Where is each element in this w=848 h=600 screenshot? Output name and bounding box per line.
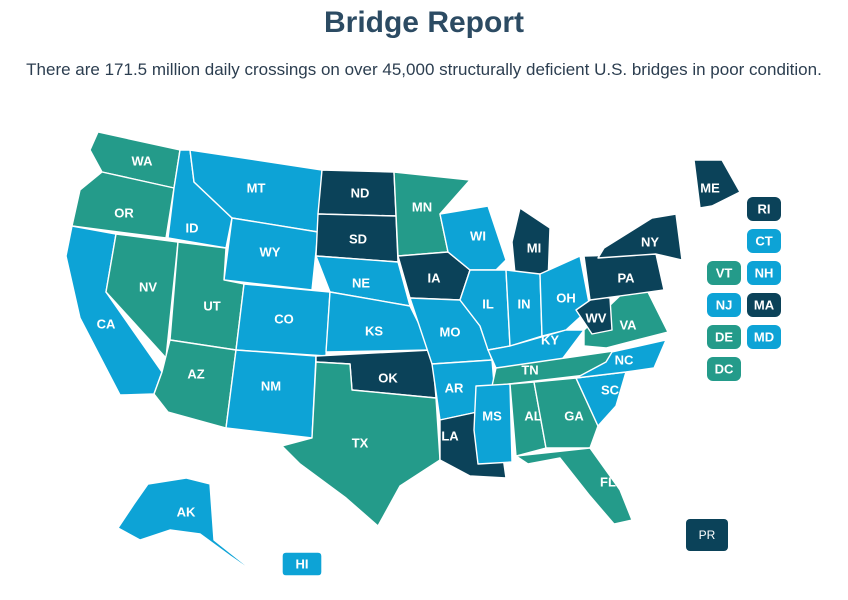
state-ny[interactable] bbox=[597, 213, 683, 261]
badge-box-pr bbox=[686, 519, 728, 551]
state-oh[interactable] bbox=[539, 255, 591, 337]
badge-box-ri bbox=[747, 197, 781, 221]
page-title: Bridge Report bbox=[323, 6, 524, 39]
state-ga[interactable] bbox=[533, 377, 599, 449]
badge-nh[interactable]: NH bbox=[747, 261, 781, 285]
state-ak[interactable] bbox=[117, 477, 263, 579]
badge-vt[interactable]: VT bbox=[707, 261, 741, 285]
badge-nj[interactable]: NJ bbox=[707, 293, 741, 317]
badge-box-nh bbox=[747, 261, 781, 285]
states-layer bbox=[65, 131, 741, 579]
badge-box-de bbox=[707, 325, 741, 349]
badge-box-nj bbox=[707, 293, 741, 317]
badge-de[interactable]: DE bbox=[707, 325, 741, 349]
badge-pr[interactable]: PR bbox=[686, 519, 728, 551]
page-subtitle: There are 171.5 million daily crossings … bbox=[26, 60, 822, 79]
badge-box-dc bbox=[707, 357, 741, 381]
state-or[interactable] bbox=[71, 171, 175, 239]
badge-md[interactable]: MD bbox=[747, 325, 781, 349]
state-fl[interactable] bbox=[515, 447, 633, 525]
badge-ri[interactable]: RI bbox=[747, 197, 781, 221]
state-pa[interactable] bbox=[583, 253, 665, 301]
state-nd[interactable] bbox=[317, 169, 397, 217]
badge-ct[interactable]: CT bbox=[747, 229, 781, 253]
badge-dc[interactable]: DC bbox=[707, 357, 741, 381]
badge-box-md bbox=[747, 325, 781, 349]
state-sd[interactable] bbox=[315, 213, 399, 263]
state-ms[interactable] bbox=[473, 383, 513, 465]
badge-box-vt bbox=[707, 261, 741, 285]
badge-box-ma bbox=[747, 293, 781, 317]
state-az[interactable] bbox=[153, 339, 237, 429]
state-in[interactable] bbox=[505, 269, 543, 347]
state-nc[interactable] bbox=[575, 339, 667, 379]
state-nm[interactable] bbox=[225, 349, 317, 439]
state-tx[interactable] bbox=[281, 361, 441, 527]
state-hi[interactable] bbox=[281, 551, 323, 577]
badge-box-ct bbox=[747, 229, 781, 253]
state-co[interactable] bbox=[235, 283, 331, 357]
state-me[interactable] bbox=[693, 159, 741, 209]
badge-ma[interactable]: MA bbox=[747, 293, 781, 317]
